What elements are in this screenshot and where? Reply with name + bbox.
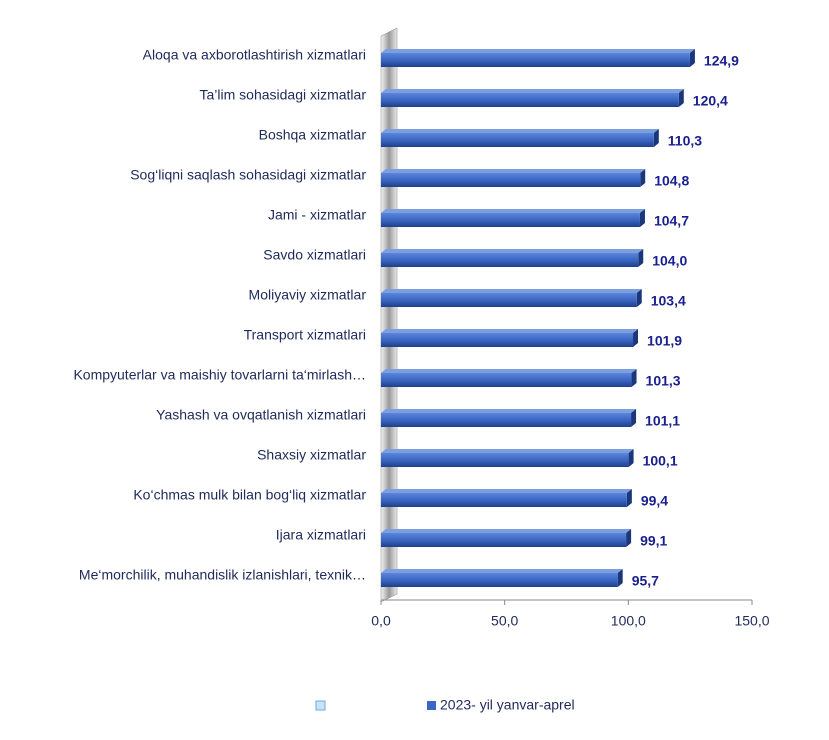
y-tick-label: Ta’lim sohasidagi xizmatlar <box>199 87 366 103</box>
bar-top <box>381 489 632 493</box>
bar <box>381 373 632 387</box>
x-tick-label: 50,0 <box>491 613 518 629</box>
legend-swatch <box>427 701 436 710</box>
value-label: 101,3 <box>646 373 681 389</box>
chart-wall <box>380 27 398 603</box>
y-tick-label: Boshqa xizmatlar <box>259 127 367 143</box>
value-label: 103,4 <box>651 293 686 309</box>
bar <box>381 413 632 427</box>
value-label: 99,1 <box>640 533 667 549</box>
value-label: 110,3 <box>668 133 702 149</box>
bar <box>381 173 641 187</box>
bar-top <box>381 329 639 333</box>
bar-top <box>381 169 646 173</box>
x-tick-label: 150,0 <box>734 613 769 629</box>
value-label: 104,0 <box>652 253 687 269</box>
value-label: 95,7 <box>632 573 659 589</box>
legend-label: 2023- yil yanvar-aprel <box>440 697 575 713</box>
y-tick-label: Me‘morchilik, muhandislik izlanishlari, … <box>79 567 366 583</box>
bar <box>381 573 618 587</box>
bar-end <box>638 249 644 267</box>
bar-end <box>636 289 642 307</box>
bar-end <box>633 329 639 347</box>
bar-end <box>639 209 645 227</box>
y-tick-label: Sog‘liqni saqlash sohasidagi xizmatlar <box>130 167 366 183</box>
y-tick-label: Transport xizmatlari <box>244 327 366 343</box>
bar-top <box>381 129 659 133</box>
bar-top <box>381 449 634 453</box>
y-tick-label: Jami - xizmatlar <box>268 207 366 223</box>
bar <box>381 293 637 307</box>
y-tick-label: Kompyuterlar va maishiy tovarlarni ta‘mi… <box>73 367 366 383</box>
bar <box>381 533 627 547</box>
y-tick-label: Ko‘chmas mulk bilan bog‘liq xizmatlar <box>133 487 366 503</box>
bar-top <box>381 529 632 533</box>
y-tick-label: Yashash va ovqatlanish xizmatlari <box>156 407 366 423</box>
y-tick-label: Ijara xizmatlari <box>276 527 366 543</box>
bar-top <box>381 369 637 373</box>
y-tick-label: Shaxsiy xizmatlar <box>257 447 366 463</box>
bar-top <box>381 569 623 573</box>
bar <box>381 453 629 467</box>
y-tick-label: Aloqa va axborotlashtirish xizmatlari <box>143 47 366 63</box>
bar-end <box>626 489 632 507</box>
value-label: 120,4 <box>693 93 728 109</box>
bar-end <box>631 369 637 387</box>
bar-top <box>381 49 695 53</box>
value-label: 101,9 <box>647 333 682 349</box>
value-label: 101,1 <box>645 413 680 429</box>
y-tick-label: Moliyaviy xizmatlar <box>249 287 367 303</box>
value-label: 104,8 <box>654 173 689 189</box>
bar-end <box>653 129 659 147</box>
bar <box>381 93 679 107</box>
bar-top <box>381 249 644 253</box>
value-label: 100,1 <box>643 453 678 469</box>
bar-end <box>640 169 646 187</box>
bar-end <box>617 569 623 587</box>
bar-end <box>631 409 637 427</box>
bar <box>381 333 634 347</box>
x-tick-label: 0,0 <box>371 613 391 629</box>
bar <box>381 493 627 507</box>
bar-end <box>689 49 695 67</box>
y-tick-label: Savdo xizmatlari <box>263 247 366 263</box>
bar <box>381 213 640 227</box>
bar-end <box>678 89 684 107</box>
bar-top <box>381 209 645 213</box>
x-tick-label: 100,0 <box>611 613 646 629</box>
value-label: 124,9 <box>704 53 739 69</box>
bar <box>381 133 654 147</box>
bar-top <box>381 289 642 293</box>
bar-end <box>628 449 634 467</box>
bar <box>381 53 690 67</box>
bar <box>381 253 639 267</box>
bar-end <box>626 529 632 547</box>
value-label: 104,7 <box>654 213 689 229</box>
legend-swatch-empty <box>315 700 326 711</box>
value-label: 99,4 <box>641 493 668 509</box>
bar-top <box>381 89 684 93</box>
bar-top <box>381 409 637 413</box>
